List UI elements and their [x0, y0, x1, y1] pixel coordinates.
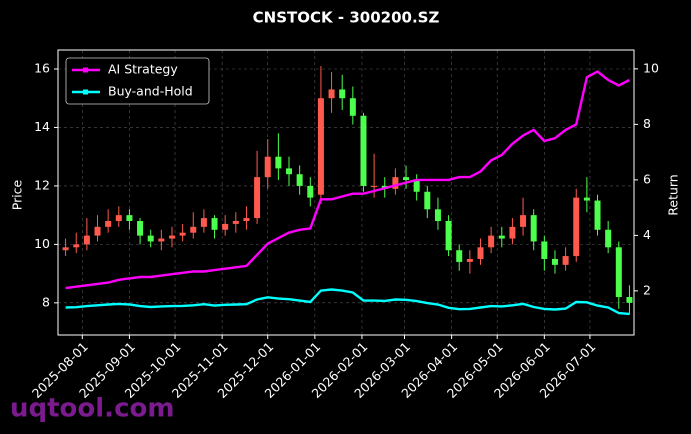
y-tick-label: 16 — [34, 61, 50, 76]
candle-body — [147, 235, 154, 242]
watermark: uqtool.com — [10, 394, 174, 424]
y2-tick-label: 2 — [643, 282, 651, 297]
candle-body — [200, 218, 207, 227]
y-tick-label: 12 — [34, 177, 50, 192]
candle-body — [360, 115, 367, 186]
candle-body — [62, 247, 69, 251]
y2-tick-label: 10 — [643, 60, 659, 75]
legend-marker — [83, 89, 88, 95]
candle-body — [605, 229, 612, 248]
candle-body — [562, 256, 569, 265]
candle-body — [307, 185, 314, 198]
candle-body — [477, 247, 484, 259]
candle-body — [168, 235, 175, 239]
legend-label: Buy-and-Hold — [108, 84, 193, 99]
candle-body — [520, 215, 527, 227]
candle-body — [254, 177, 261, 219]
legend-marker — [83, 67, 88, 73]
y2-tick-label: 8 — [643, 116, 651, 131]
series-line — [65, 288, 630, 316]
candle-body — [456, 250, 463, 262]
candle-body — [573, 197, 580, 257]
candle-body — [541, 241, 548, 259]
candle-body — [403, 177, 410, 181]
legend-box — [65, 57, 210, 105]
candle-body — [530, 215, 537, 242]
candle-body — [190, 226, 197, 233]
y2-tick-label: 6 — [643, 171, 651, 186]
candle-body — [498, 235, 505, 239]
candle-body — [424, 191, 431, 210]
candle-body — [73, 244, 80, 248]
candle-body — [296, 174, 303, 186]
y2-tick-label: 4 — [643, 227, 651, 242]
candle-body — [551, 259, 558, 265]
candle-body — [488, 235, 495, 248]
candle-body — [339, 89, 346, 99]
candle-body — [211, 218, 218, 230]
candle-body — [222, 223, 229, 230]
candle-body — [615, 247, 622, 297]
candle-body — [137, 221, 144, 236]
y-axis-label: Price — [10, 179, 25, 210]
candle-body — [328, 89, 335, 99]
candle-body — [371, 185, 378, 187]
candle-body — [158, 238, 165, 242]
chart-title: CNSTOCK - 300200.SZ — [253, 9, 440, 27]
candle-body — [509, 226, 516, 239]
candle-body — [83, 235, 90, 245]
candle-body — [434, 209, 441, 221]
candle-body — [349, 98, 356, 116]
legend-label: AI Strategy — [108, 62, 178, 77]
candle-body — [392, 177, 399, 189]
candle-body — [105, 221, 112, 227]
candle-body — [126, 215, 133, 221]
plot-frame — [57, 49, 635, 336]
candle-body — [466, 259, 473, 262]
y-tick-label: 8 — [42, 294, 50, 309]
y2-axis-label: Return — [666, 174, 681, 215]
candle-body — [286, 168, 293, 175]
candle-body — [413, 180, 420, 192]
candle-body — [583, 197, 590, 201]
candle-body — [179, 232, 186, 236]
candle-body — [626, 297, 633, 303]
y-tick-label: 14 — [34, 119, 50, 134]
candle-body — [264, 156, 271, 178]
candle-body — [445, 221, 452, 251]
candle-body — [94, 226, 101, 236]
candle-body — [232, 221, 239, 224]
candle-body — [317, 98, 324, 195]
y-tick-label: 10 — [34, 236, 50, 251]
candle-body — [115, 215, 122, 221]
candle-body — [275, 156, 282, 169]
candle-body — [243, 218, 250, 221]
series-line — [65, 70, 630, 290]
candle-body — [594, 200, 601, 230]
